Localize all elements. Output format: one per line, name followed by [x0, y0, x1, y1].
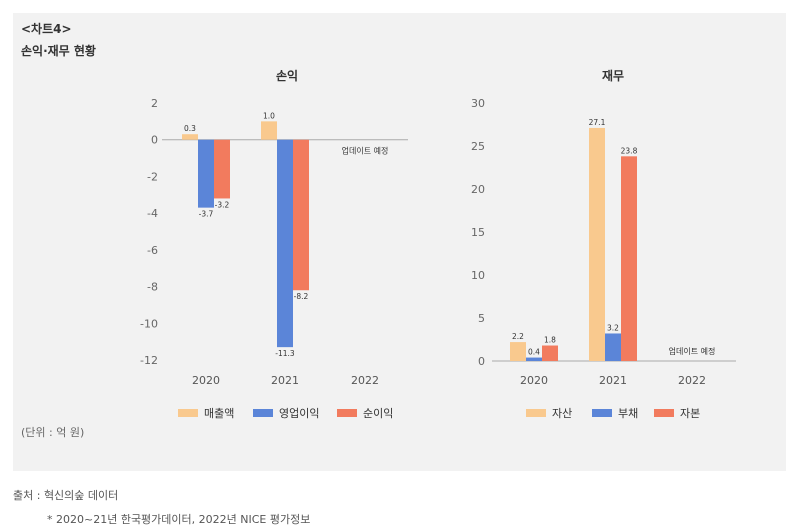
legend-label: 매출액 — [204, 407, 234, 420]
y-tick-label: 15 — [471, 226, 485, 239]
y-tick-label: -2 — [147, 170, 158, 183]
y-tick-label: -12 — [140, 354, 158, 367]
bar-영업이익-2021 — [277, 139, 293, 348]
y-tick-label: -10 — [140, 317, 158, 330]
bar-순이익-2021 — [293, 139, 309, 291]
legend-label: 자본 — [680, 407, 700, 420]
legend-swatch-부채 — [592, 409, 612, 417]
chart-title-0: 손익 — [276, 69, 298, 83]
bar-영업이익-2020 — [198, 139, 214, 208]
y-tick-label: -8 — [147, 281, 158, 294]
x-tick-label: 2022 — [351, 374, 379, 387]
legend-swatch-순이익 — [337, 409, 357, 417]
x-tick-label: 2021 — [599, 374, 627, 387]
chart-subtitle: 손익·재무 현황 — [21, 44, 96, 58]
x-tick-label: 2021 — [271, 374, 299, 387]
data-label: 2.2 — [512, 332, 524, 341]
data-label: -11.3 — [275, 349, 295, 358]
bar-자산-2020 — [510, 342, 526, 361]
source-note: * 2020~21년 한국평가데이터, 2022년 NICE 평가정보 — [47, 513, 311, 526]
y-tick-label: 2 — [151, 97, 158, 110]
legend-label: 영업이익 — [279, 407, 319, 420]
data-label: -8.2 — [294, 292, 309, 301]
legend-swatch-영업이익 — [253, 409, 273, 417]
unit-label: (단위 : 억 원) — [21, 426, 85, 439]
x-tick-label: 2020 — [520, 374, 548, 387]
bar-자산-2021 — [589, 127, 605, 361]
chart-panel — [13, 13, 786, 471]
data-label: 23.8 — [621, 146, 638, 155]
bar-매출액-2021 — [261, 121, 277, 140]
y-tick-label: 20 — [471, 183, 485, 196]
bar-자본-2021 — [621, 156, 637, 361]
source-text: 출처 : 혁신의숲 데이터 — [13, 489, 119, 502]
legend-label: 순이익 — [363, 407, 393, 420]
data-label: 27.1 — [589, 118, 606, 127]
y-tick-label: 30 — [471, 97, 485, 110]
bar-자본-2020 — [542, 345, 558, 361]
y-tick-label: -6 — [147, 244, 158, 257]
legend-swatch-자본 — [654, 409, 674, 417]
legend-label: 부채 — [618, 407, 638, 420]
data-label: 1.8 — [544, 336, 556, 345]
y-tick-label: 25 — [471, 140, 485, 153]
bar-매출액-2020 — [182, 134, 198, 140]
bar-순이익-2020 — [214, 139, 230, 199]
chart-label: <차트4> — [21, 22, 72, 36]
x-tick-label: 2020 — [192, 374, 220, 387]
update-pending-annotation: 업데이트 예정 — [669, 346, 716, 356]
data-label: -3.7 — [199, 210, 214, 219]
update-pending-annotation: 업데이트 예정 — [342, 146, 389, 156]
y-tick-label: 0 — [151, 134, 158, 147]
legend-swatch-자산 — [526, 409, 546, 417]
y-tick-label: 10 — [471, 269, 485, 282]
bar-부채-2020 — [526, 357, 542, 361]
y-tick-label: 5 — [478, 312, 485, 325]
x-tick-label: 2022 — [678, 374, 706, 387]
y-tick-label: -4 — [147, 207, 158, 220]
data-label: 1.0 — [263, 111, 275, 120]
bar-부채-2021 — [605, 333, 621, 361]
data-label: 0.4 — [528, 348, 540, 357]
legend-label: 자산 — [552, 407, 572, 420]
data-label: -3.2 — [215, 200, 230, 209]
data-label: 0.3 — [184, 124, 196, 133]
legend-swatch-매출액 — [178, 409, 198, 417]
y-tick-label: 0 — [478, 355, 485, 368]
data-label: 3.2 — [607, 323, 619, 332]
chart-title-1: 재무 — [602, 69, 624, 83]
